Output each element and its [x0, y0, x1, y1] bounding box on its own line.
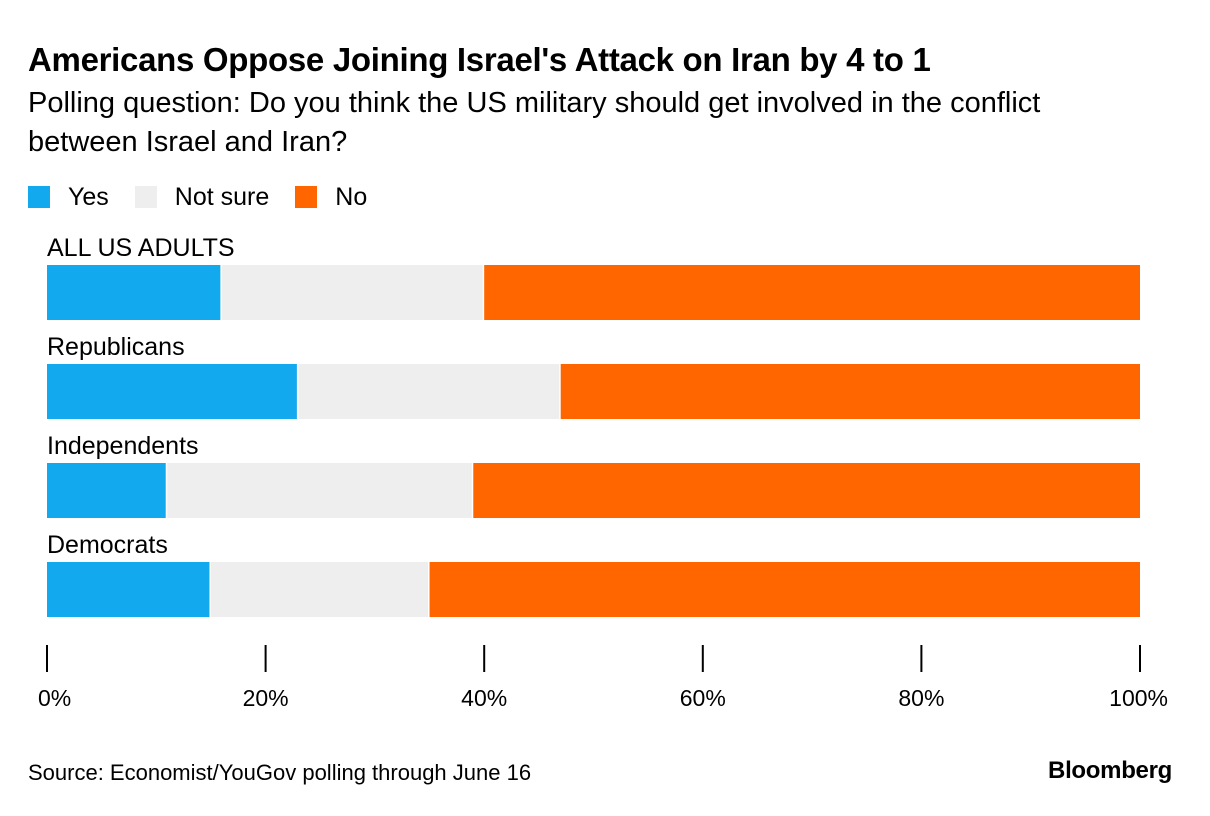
stacked-bar-chart: ALL US ADULTS Republicans Independents Demo…	[38, 234, 1168, 711]
bar-republicans-no	[560, 364, 1140, 419]
bar-democrats-not-sure	[210, 562, 429, 617]
bar-independents-not-sure	[167, 463, 472, 518]
bar-republicans-yes	[47, 364, 297, 419]
x-tick-label-0: 0%	[38, 685, 71, 711]
legend-item-not-sure: Not sure	[134, 182, 270, 212]
category-label-democrats: Democrats	[47, 531, 168, 559]
bar-democrats-yes	[47, 562, 210, 617]
legend-item-yes: Yes	[28, 183, 109, 212]
bar-independents-yes	[47, 463, 166, 518]
bar-independents-no	[473, 463, 1140, 518]
category-label-all-us-adults: ALL US ADULTS	[47, 234, 235, 262]
x-tick-label-40: 40%	[461, 685, 507, 711]
bar-all-us-adults-yes	[47, 265, 221, 320]
bloomberg-logo: Bloomberg	[1048, 757, 1172, 784]
bar-all-us-adults-no	[484, 265, 1140, 320]
legend-label-yes: Yes	[68, 182, 109, 211]
legend-swatch-not-sure	[134, 186, 157, 208]
bar-democrats-no	[429, 562, 1140, 617]
legend-label-not-sure: Not sure	[174, 182, 270, 211]
x-tick-label-80: 80%	[898, 685, 944, 711]
chart-title: Americans Oppose Joining Israel's Attack…	[28, 41, 931, 78]
legend: Yes Not sure No	[28, 180, 393, 214]
legend-item-no: No	[295, 183, 367, 212]
bar-republicans-not-sure	[298, 364, 560, 419]
x-tick-label-100: 100%	[1109, 685, 1168, 711]
legend-label-no: No	[335, 182, 368, 211]
x-tick-label-20: 20%	[243, 685, 289, 711]
x-tick-label-60: 60%	[680, 685, 726, 711]
category-label-independents: Independents	[47, 432, 199, 460]
bar-all-us-adults-not-sure	[221, 265, 483, 320]
legend-swatch-yes	[28, 186, 50, 208]
category-label-republicans: Republicans	[47, 333, 185, 361]
source-note: Source: Economist/YouGov polling through…	[28, 760, 532, 785]
legend-swatch-no	[295, 186, 318, 208]
chart-subtitle: Polling question: Do you think the US mi…	[28, 87, 1041, 158]
